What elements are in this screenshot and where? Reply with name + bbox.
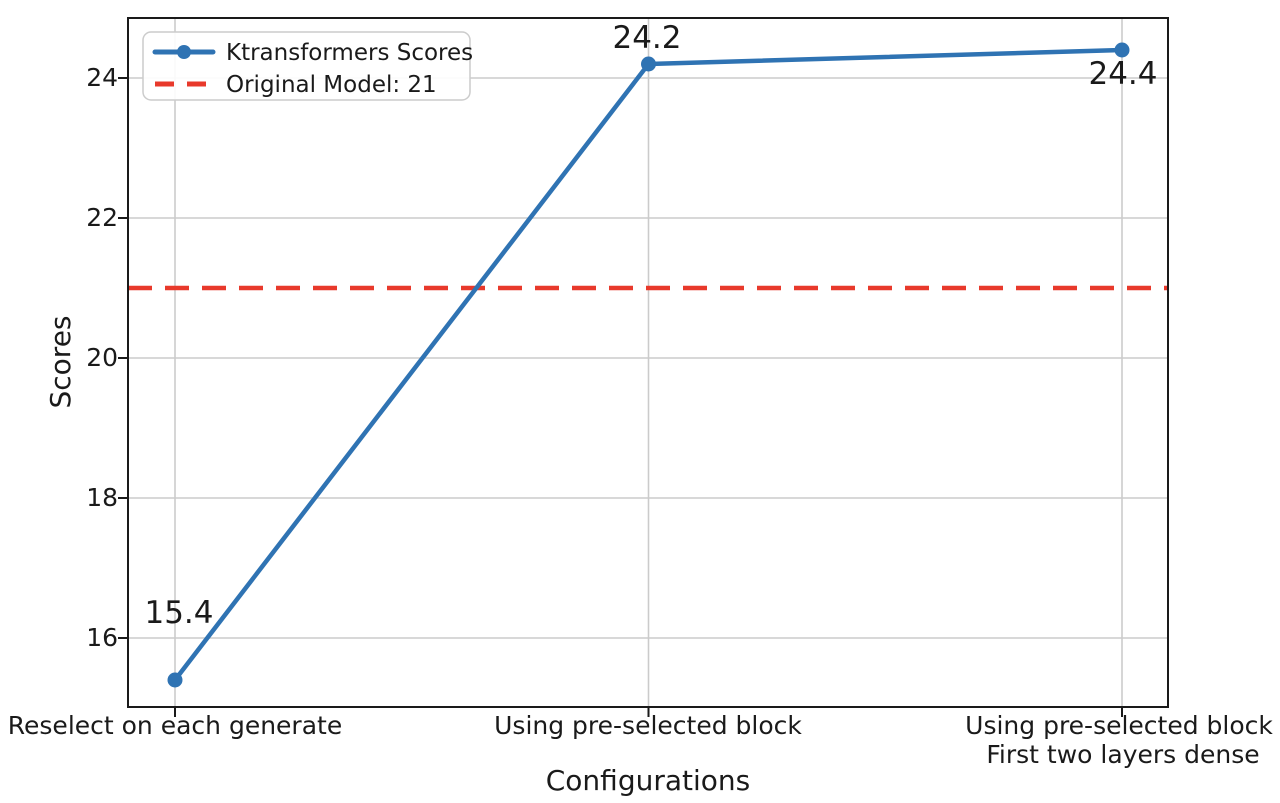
- x-axis-tick-labels: Reselect on each generate Using pre-sele…: [8, 711, 1280, 769]
- x-tick-label-line1: Using pre-selected block: [965, 711, 1273, 740]
- y-tick-label: 16: [86, 623, 118, 652]
- legend-series-marker-sample: [177, 45, 191, 59]
- data-point: [1114, 42, 1130, 58]
- x-tick-label: Using pre-selected block: [494, 711, 802, 740]
- y-tick-label: 24: [86, 63, 118, 92]
- x-tick-label-line2: First two layers dense: [986, 740, 1259, 769]
- x-axis-title: Configurations: [546, 764, 750, 797]
- legend-reference-label: Original Model: 21: [226, 72, 437, 98]
- y-axis-tick-labels: 16 18 20 22 24: [86, 63, 118, 652]
- y-axis-title: Scores: [44, 315, 77, 408]
- tick-marks-layer: [118, 77, 1123, 717]
- y-tick-label: 20: [86, 343, 118, 372]
- data-point: [167, 672, 183, 688]
- data-point: [641, 56, 656, 72]
- point-label-1: 15.4: [144, 595, 213, 631]
- series-layer: [167, 42, 1130, 688]
- x-tick-label: Reselect on each generate: [8, 711, 342, 740]
- data-point-labels: 15.4 24.2 24.4: [144, 20, 1157, 631]
- x-tick-label: Using pre-selected block First two layer…: [965, 711, 1280, 769]
- y-tick-label: 22: [86, 203, 118, 232]
- grid-layer: [128, 18, 1168, 707]
- y-tick-label: 18: [86, 483, 118, 512]
- point-label-2: 24.2: [612, 20, 681, 56]
- legend-box: [142, 31, 471, 101]
- legend: Ktransformers Scores Original Model: 21: [142, 31, 473, 101]
- point-label-3: 24.4: [1088, 56, 1157, 92]
- legend-series-label: Ktransformers Scores: [226, 40, 473, 66]
